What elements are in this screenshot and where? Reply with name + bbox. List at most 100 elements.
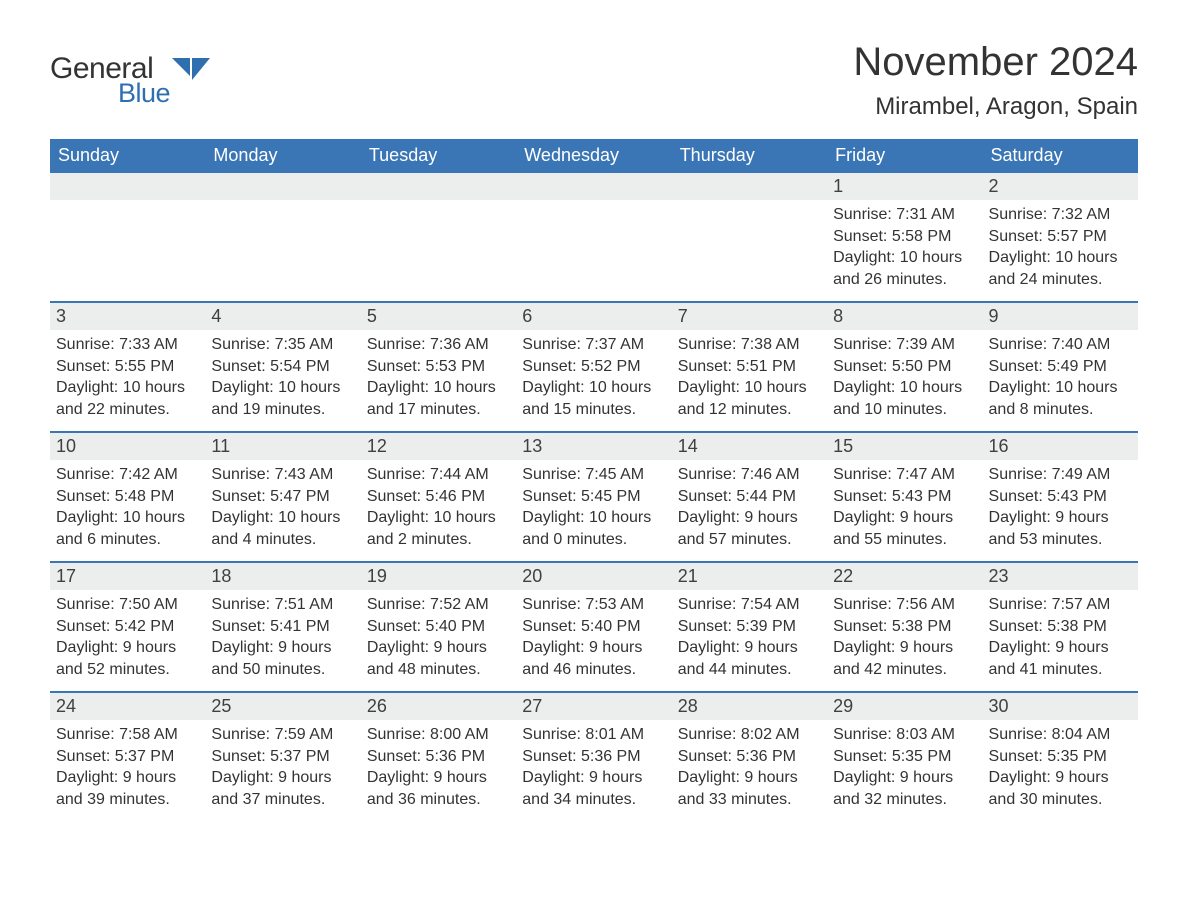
day-cell: 18Sunrise: 7:51 AMSunset: 5:41 PMDayligh… [205,563,360,691]
day-body: Sunrise: 8:04 AMSunset: 5:35 PMDaylight:… [983,720,1138,814]
day-number: 22 [827,563,982,590]
dow-saturday: Saturday [983,139,1138,173]
dow-tuesday: Tuesday [361,139,516,173]
daylight-text: Daylight: 9 hours and 55 minutes. [833,507,976,550]
calendar: Sunday Monday Tuesday Wednesday Thursday… [50,139,1138,821]
sunset-text: Sunset: 5:39 PM [678,616,821,638]
day-number: 9 [983,303,1138,330]
day-number: 26 [361,693,516,720]
sunrise-text: Sunrise: 8:00 AM [367,724,510,746]
sunset-text: Sunset: 5:38 PM [989,616,1132,638]
day-body: Sunrise: 7:59 AMSunset: 5:37 PMDaylight:… [205,720,360,814]
day-body: Sunrise: 7:57 AMSunset: 5:38 PMDaylight:… [983,590,1138,684]
day-cell: 1Sunrise: 7:31 AMSunset: 5:58 PMDaylight… [827,173,982,301]
sunset-text: Sunset: 5:42 PM [56,616,199,638]
page-subtitle: Mirambel, Aragon, Spain [853,93,1138,121]
day-body: Sunrise: 7:38 AMSunset: 5:51 PMDaylight:… [672,330,827,424]
sunset-text: Sunset: 5:37 PM [56,746,199,768]
week-row: 1Sunrise: 7:31 AMSunset: 5:58 PMDaylight… [50,173,1138,301]
sunrise-text: Sunrise: 7:47 AM [833,464,976,486]
week-row: 10Sunrise: 7:42 AMSunset: 5:48 PMDayligh… [50,431,1138,561]
daylight-text: Daylight: 10 hours and 10 minutes. [833,377,976,420]
day-cell: 15Sunrise: 7:47 AMSunset: 5:43 PMDayligh… [827,433,982,561]
day-number: 1 [827,173,982,200]
daylight-text: Daylight: 10 hours and 0 minutes. [522,507,665,550]
sunrise-text: Sunrise: 7:45 AM [522,464,665,486]
week-row: 17Sunrise: 7:50 AMSunset: 5:42 PMDayligh… [50,561,1138,691]
day-cell: 7Sunrise: 7:38 AMSunset: 5:51 PMDaylight… [672,303,827,431]
day-cell: 21Sunrise: 7:54 AMSunset: 5:39 PMDayligh… [672,563,827,691]
day-body: Sunrise: 8:00 AMSunset: 5:36 PMDaylight:… [361,720,516,814]
sunrise-text: Sunrise: 7:40 AM [989,334,1132,356]
sunset-text: Sunset: 5:36 PM [367,746,510,768]
sunrise-text: Sunrise: 7:42 AM [56,464,199,486]
empty-day-header [672,173,827,200]
sunrise-text: Sunrise: 7:52 AM [367,594,510,616]
sunrise-text: Sunrise: 8:03 AM [833,724,976,746]
day-body: Sunrise: 8:01 AMSunset: 5:36 PMDaylight:… [516,720,671,814]
day-number: 6 [516,303,671,330]
sunset-text: Sunset: 5:38 PM [833,616,976,638]
sunrise-text: Sunrise: 8:04 AM [989,724,1132,746]
daylight-text: Daylight: 9 hours and 46 minutes. [522,637,665,680]
day-body: Sunrise: 7:53 AMSunset: 5:40 PMDaylight:… [516,590,671,684]
day-body: Sunrise: 7:44 AMSunset: 5:46 PMDaylight:… [361,460,516,554]
day-body: Sunrise: 8:02 AMSunset: 5:36 PMDaylight:… [672,720,827,814]
day-body: Sunrise: 7:56 AMSunset: 5:38 PMDaylight:… [827,590,982,684]
day-number: 4 [205,303,360,330]
sunrise-text: Sunrise: 7:37 AM [522,334,665,356]
sunset-text: Sunset: 5:48 PM [56,486,199,508]
sunrise-text: Sunrise: 7:54 AM [678,594,821,616]
sunset-text: Sunset: 5:37 PM [211,746,354,768]
sunset-text: Sunset: 5:51 PM [678,356,821,378]
day-body: Sunrise: 7:32 AMSunset: 5:57 PMDaylight:… [983,200,1138,294]
daylight-text: Daylight: 9 hours and 33 minutes. [678,767,821,810]
day-cell: 28Sunrise: 8:02 AMSunset: 5:36 PMDayligh… [672,693,827,821]
daylight-text: Daylight: 9 hours and 42 minutes. [833,637,976,680]
sunrise-text: Sunrise: 7:53 AM [522,594,665,616]
sunrise-text: Sunrise: 7:58 AM [56,724,199,746]
day-cell: 14Sunrise: 7:46 AMSunset: 5:44 PMDayligh… [672,433,827,561]
sunrise-text: Sunrise: 7:32 AM [989,204,1132,226]
sunset-text: Sunset: 5:50 PM [833,356,976,378]
day-number: 3 [50,303,205,330]
sunrise-text: Sunrise: 7:44 AM [367,464,510,486]
day-body: Sunrise: 7:36 AMSunset: 5:53 PMDaylight:… [361,330,516,424]
day-cell: 8Sunrise: 7:39 AMSunset: 5:50 PMDaylight… [827,303,982,431]
sunset-text: Sunset: 5:58 PM [833,226,976,248]
page-title: November 2024 [853,40,1138,85]
day-body: Sunrise: 7:31 AMSunset: 5:58 PMDaylight:… [827,200,982,294]
day-number: 11 [205,433,360,460]
day-cell: 27Sunrise: 8:01 AMSunset: 5:36 PMDayligh… [516,693,671,821]
sunset-text: Sunset: 5:54 PM [211,356,354,378]
day-number: 18 [205,563,360,590]
day-number: 25 [205,693,360,720]
day-number: 13 [516,433,671,460]
sunset-text: Sunset: 5:43 PM [989,486,1132,508]
week-row: 3Sunrise: 7:33 AMSunset: 5:55 PMDaylight… [50,301,1138,431]
day-body: Sunrise: 7:42 AMSunset: 5:48 PMDaylight:… [50,460,205,554]
day-cell: 4Sunrise: 7:35 AMSunset: 5:54 PMDaylight… [205,303,360,431]
sunset-text: Sunset: 5:43 PM [833,486,976,508]
day-number: 24 [50,693,205,720]
day-cell: 20Sunrise: 7:53 AMSunset: 5:40 PMDayligh… [516,563,671,691]
dow-sunday: Sunday [50,139,205,173]
dow-thursday: Thursday [672,139,827,173]
day-body: Sunrise: 7:37 AMSunset: 5:52 PMDaylight:… [516,330,671,424]
sunset-text: Sunset: 5:49 PM [989,356,1132,378]
daylight-text: Daylight: 9 hours and 30 minutes. [989,767,1132,810]
day-body: Sunrise: 7:54 AMSunset: 5:39 PMDaylight:… [672,590,827,684]
day-cell: 2Sunrise: 7:32 AMSunset: 5:57 PMDaylight… [983,173,1138,301]
daylight-text: Daylight: 9 hours and 53 minutes. [989,507,1132,550]
day-cell: 26Sunrise: 8:00 AMSunset: 5:36 PMDayligh… [361,693,516,821]
sunset-text: Sunset: 5:36 PM [522,746,665,768]
logo: General Blue [50,40,210,107]
sunrise-text: Sunrise: 7:35 AM [211,334,354,356]
day-body: Sunrise: 7:45 AMSunset: 5:45 PMDaylight:… [516,460,671,554]
empty-day-header [516,173,671,200]
day-cell: 17Sunrise: 7:50 AMSunset: 5:42 PMDayligh… [50,563,205,691]
empty-day-header [205,173,360,200]
day-cell: 13Sunrise: 7:45 AMSunset: 5:45 PMDayligh… [516,433,671,561]
dow-wednesday: Wednesday [516,139,671,173]
sunrise-text: Sunrise: 7:36 AM [367,334,510,356]
